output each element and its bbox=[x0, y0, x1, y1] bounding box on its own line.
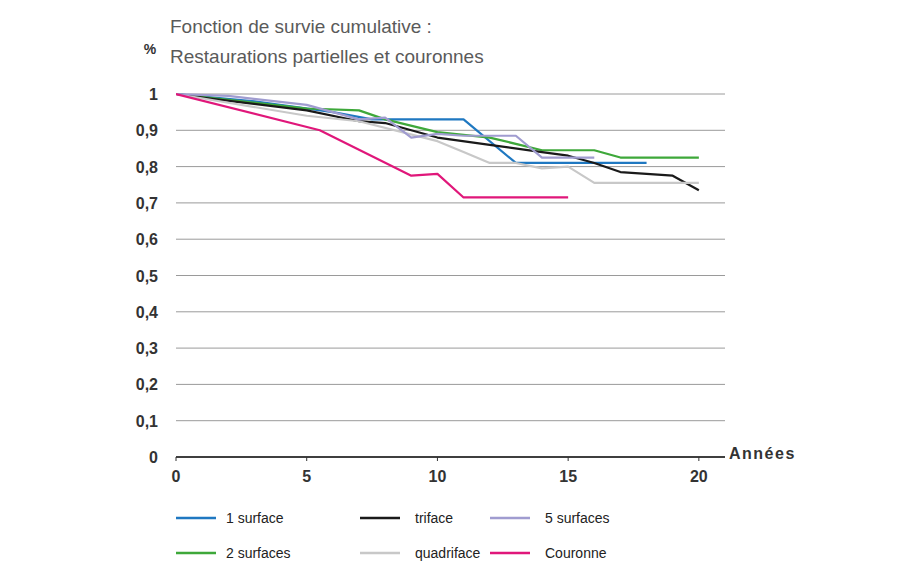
subtitle: Restaurations partielles et couronnes bbox=[170, 46, 484, 67]
legend-swatch bbox=[360, 552, 400, 555]
y-tick-label: 1 bbox=[149, 86, 158, 103]
y-tick-label: 0,8 bbox=[136, 159, 158, 176]
x-tick-label: 15 bbox=[559, 468, 577, 485]
x-axis-line bbox=[176, 456, 725, 458]
x-tick-label: 20 bbox=[690, 468, 708, 485]
title: Fonction de survie cumulative : bbox=[170, 16, 432, 37]
series-line bbox=[176, 94, 699, 190]
grid-line bbox=[176, 348, 725, 349]
grid-line bbox=[176, 311, 725, 312]
y-tick-label: 0 bbox=[149, 449, 158, 466]
y-tick-label: 0,2 bbox=[136, 376, 158, 393]
legend: 1 surface 2 surfaces triface quadriface 5 su… bbox=[176, 510, 610, 561]
y-tick-label: 0,6 bbox=[136, 231, 158, 248]
chart-container: Fonction de survie cumulative : Restaurat… bbox=[0, 0, 920, 570]
grid-line bbox=[176, 420, 725, 421]
x-axis-label: Années bbox=[729, 445, 796, 462]
legend-swatch bbox=[490, 517, 530, 520]
x-tick bbox=[698, 457, 699, 461]
grid-line bbox=[176, 130, 725, 131]
grid-line bbox=[176, 275, 725, 276]
y-tick-label: 0,1 bbox=[136, 413, 158, 430]
legend-label: quadriface bbox=[415, 545, 481, 561]
x-tick-label: 5 bbox=[302, 468, 311, 485]
grid-line bbox=[176, 384, 725, 385]
x-tick bbox=[306, 457, 307, 461]
grid-line bbox=[176, 202, 725, 203]
x-tick-label: 0 bbox=[172, 468, 181, 485]
legend-swatch bbox=[360, 517, 400, 520]
x-tick bbox=[176, 457, 177, 461]
x-tick-label: 10 bbox=[429, 468, 447, 485]
legend-swatch bbox=[176, 552, 216, 555]
legend-label: Couronne bbox=[545, 545, 607, 561]
y-tick-label: 0,7 bbox=[136, 195, 158, 212]
series-line bbox=[176, 94, 647, 163]
series-line bbox=[176, 94, 594, 158]
y-tick-label: 0,3 bbox=[136, 340, 158, 357]
y-axis-label: % bbox=[144, 41, 157, 57]
legend-swatch bbox=[490, 552, 530, 555]
legend-label: 1 surface bbox=[226, 510, 284, 526]
legend-label: triface bbox=[415, 510, 453, 526]
y-tick-label: 0,9 bbox=[136, 122, 158, 139]
series-lines bbox=[176, 94, 699, 197]
grid-line bbox=[176, 94, 725, 95]
series-line bbox=[176, 94, 699, 183]
legend-label: 2 surfaces bbox=[226, 545, 291, 561]
grid-line bbox=[176, 456, 725, 458]
legend-label: 5 surfaces bbox=[545, 510, 610, 526]
series-line bbox=[176, 94, 568, 197]
x-tick bbox=[568, 457, 569, 461]
grid-line bbox=[176, 166, 725, 167]
legend-swatch bbox=[176, 517, 216, 520]
chart-svg: Fonction de survie cumulative : Restaurat… bbox=[0, 0, 920, 570]
grid-line bbox=[176, 239, 725, 240]
grid bbox=[176, 94, 725, 457]
x-tick bbox=[437, 457, 438, 461]
y-tick-label: 0,5 bbox=[136, 268, 158, 285]
y-tick-label: 0,4 bbox=[136, 304, 158, 321]
